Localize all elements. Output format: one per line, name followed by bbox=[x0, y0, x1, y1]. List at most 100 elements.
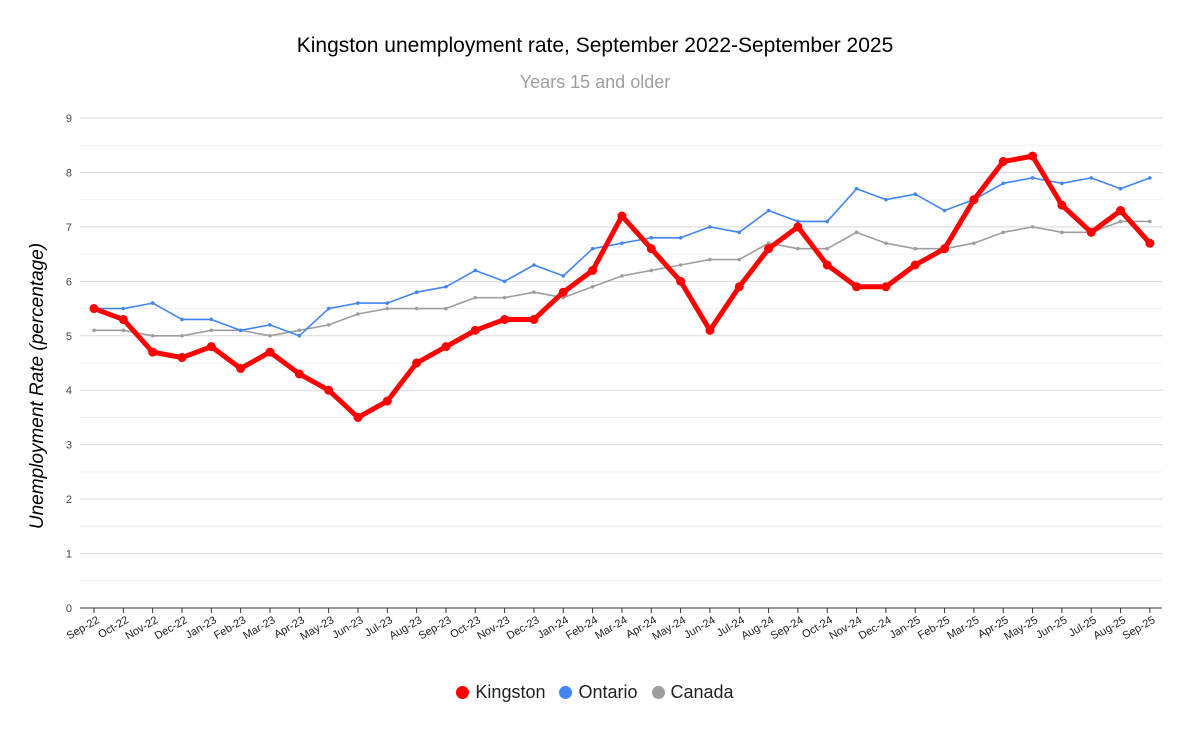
data-point-kingston bbox=[969, 195, 979, 205]
x-tick-label: Mar-23 bbox=[241, 614, 277, 642]
data-point-canada bbox=[385, 306, 390, 311]
data-point-canada bbox=[1030, 225, 1035, 229]
x-tick-label: Dec-23 bbox=[505, 614, 542, 642]
data-point-canada bbox=[708, 257, 712, 262]
data-point-kingston bbox=[148, 347, 158, 357]
data-point-ontario bbox=[1148, 176, 1152, 180]
x-tick-label: Jun-25 bbox=[1034, 614, 1069, 641]
data-point-kingston bbox=[998, 157, 1008, 167]
data-point-kingston bbox=[89, 304, 99, 314]
data-point-ontario bbox=[708, 225, 712, 229]
data-point-ontario bbox=[1060, 181, 1064, 186]
y-tick-label: 0 bbox=[66, 603, 72, 615]
data-point-canada bbox=[268, 333, 272, 338]
x-tick-label: Feb-23 bbox=[212, 614, 248, 642]
data-point-kingston bbox=[294, 369, 304, 379]
x-tick-label: Nov-22 bbox=[123, 614, 160, 642]
data-point-canada bbox=[414, 306, 419, 311]
data-point-canada bbox=[796, 246, 800, 251]
legend-marker-canada bbox=[651, 686, 665, 699]
data-point-ontario bbox=[414, 290, 419, 295]
data-point-ontario bbox=[297, 333, 302, 338]
y-tick-label: 8 bbox=[66, 167, 72, 179]
data-point-canada bbox=[1001, 230, 1006, 235]
data-point-canada bbox=[180, 333, 184, 338]
x-tick-label: May-25 bbox=[1002, 614, 1040, 643]
data-point-canada bbox=[561, 295, 566, 300]
data-point-ontario bbox=[502, 279, 507, 284]
x-tick-label: Jun-24 bbox=[682, 614, 717, 641]
x-tick-label: Dec-22 bbox=[153, 614, 190, 642]
data-point-ontario bbox=[913, 192, 918, 197]
data-point-canada bbox=[532, 290, 536, 295]
data-point-ontario bbox=[150, 301, 155, 305]
data-point-kingston bbox=[793, 222, 803, 232]
data-point-kingston bbox=[617, 211, 627, 221]
legend-marker-ontario bbox=[559, 686, 573, 699]
y-tick-label: 5 bbox=[66, 331, 72, 343]
data-point-ontario bbox=[532, 263, 536, 267]
legend-label-kingston: Kingston bbox=[475, 682, 546, 702]
chart-title: Kingston unemployment rate, September 20… bbox=[296, 34, 894, 57]
y-tick-label: 3 bbox=[66, 440, 72, 452]
data-point-kingston bbox=[588, 265, 598, 275]
data-point-kingston bbox=[118, 314, 128, 324]
x-tick-label: Nov-23 bbox=[475, 614, 512, 642]
data-point-ontario bbox=[1118, 186, 1123, 191]
data-point-kingston bbox=[764, 244, 774, 254]
x-tick-label: Jun-23 bbox=[330, 614, 365, 641]
legend-item-kingston[interactable]: Kingston bbox=[456, 682, 545, 703]
data-point-ontario bbox=[620, 241, 624, 246]
data-point-canada bbox=[620, 274, 624, 278]
data-point-ontario bbox=[766, 208, 771, 213]
data-point-kingston bbox=[412, 358, 422, 368]
x-tick-label: Sep-25 bbox=[1121, 614, 1158, 642]
legend-marker-kingston bbox=[456, 686, 470, 699]
data-point-kingston bbox=[206, 342, 216, 352]
y-tick-label: 1 bbox=[66, 549, 72, 561]
data-point-ontario bbox=[590, 246, 595, 251]
series-line-kingston bbox=[91, 153, 1153, 420]
x-tick-label: Sep-23 bbox=[417, 614, 454, 642]
data-point-ontario bbox=[884, 197, 888, 202]
data-point-ontario bbox=[356, 301, 360, 305]
data-point-canada bbox=[502, 295, 507, 300]
data-point-kingston bbox=[1145, 238, 1155, 248]
data-point-canada bbox=[444, 306, 448, 311]
data-point-ontario bbox=[121, 306, 126, 311]
data-point-kingston bbox=[558, 287, 568, 297]
data-point-canada bbox=[649, 268, 654, 273]
data-point-canada bbox=[590, 284, 595, 289]
y-axis-ticks: 0 1 2 3 4 5 6 7 8 9 bbox=[66, 113, 72, 615]
series-line-ontario bbox=[93, 177, 1151, 337]
data-point-kingston bbox=[324, 385, 334, 395]
legend-item-canada[interactable]: Canada bbox=[651, 682, 734, 703]
data-point-ontario bbox=[561, 274, 566, 278]
data-point-canada bbox=[150, 333, 155, 338]
data-point-canada bbox=[1118, 219, 1123, 224]
x-tick-label: Jan-24 bbox=[536, 614, 571, 641]
data-point-canada bbox=[297, 328, 302, 333]
data-point-canada bbox=[972, 241, 976, 246]
data-point-ontario bbox=[737, 230, 742, 235]
legend-item-ontario[interactable]: Ontario bbox=[559, 682, 638, 703]
x-tick-label: Sep-24 bbox=[769, 614, 806, 642]
data-point-kingston bbox=[1116, 206, 1126, 216]
data-point-kingston bbox=[1028, 151, 1038, 161]
x-tick-label: Feb-24 bbox=[564, 614, 600, 642]
data-point-kingston bbox=[910, 260, 920, 270]
data-point-ontario bbox=[268, 323, 272, 327]
data-point-kingston bbox=[441, 342, 451, 352]
x-axis-ticks: Sep-22Oct-22Nov-22Dec-22Jan-23Feb-23Mar-… bbox=[65, 608, 1158, 643]
data-point-canada bbox=[737, 257, 742, 262]
data-point-canada bbox=[884, 241, 888, 246]
data-point-ontario bbox=[209, 317, 214, 322]
data-point-ontario bbox=[825, 219, 830, 224]
x-tick-label: Dec-24 bbox=[857, 614, 894, 642]
data-point-ontario bbox=[326, 306, 331, 311]
grid-lines bbox=[80, 117, 1162, 582]
data-point-kingston bbox=[734, 282, 744, 292]
data-point-kingston bbox=[676, 276, 686, 286]
